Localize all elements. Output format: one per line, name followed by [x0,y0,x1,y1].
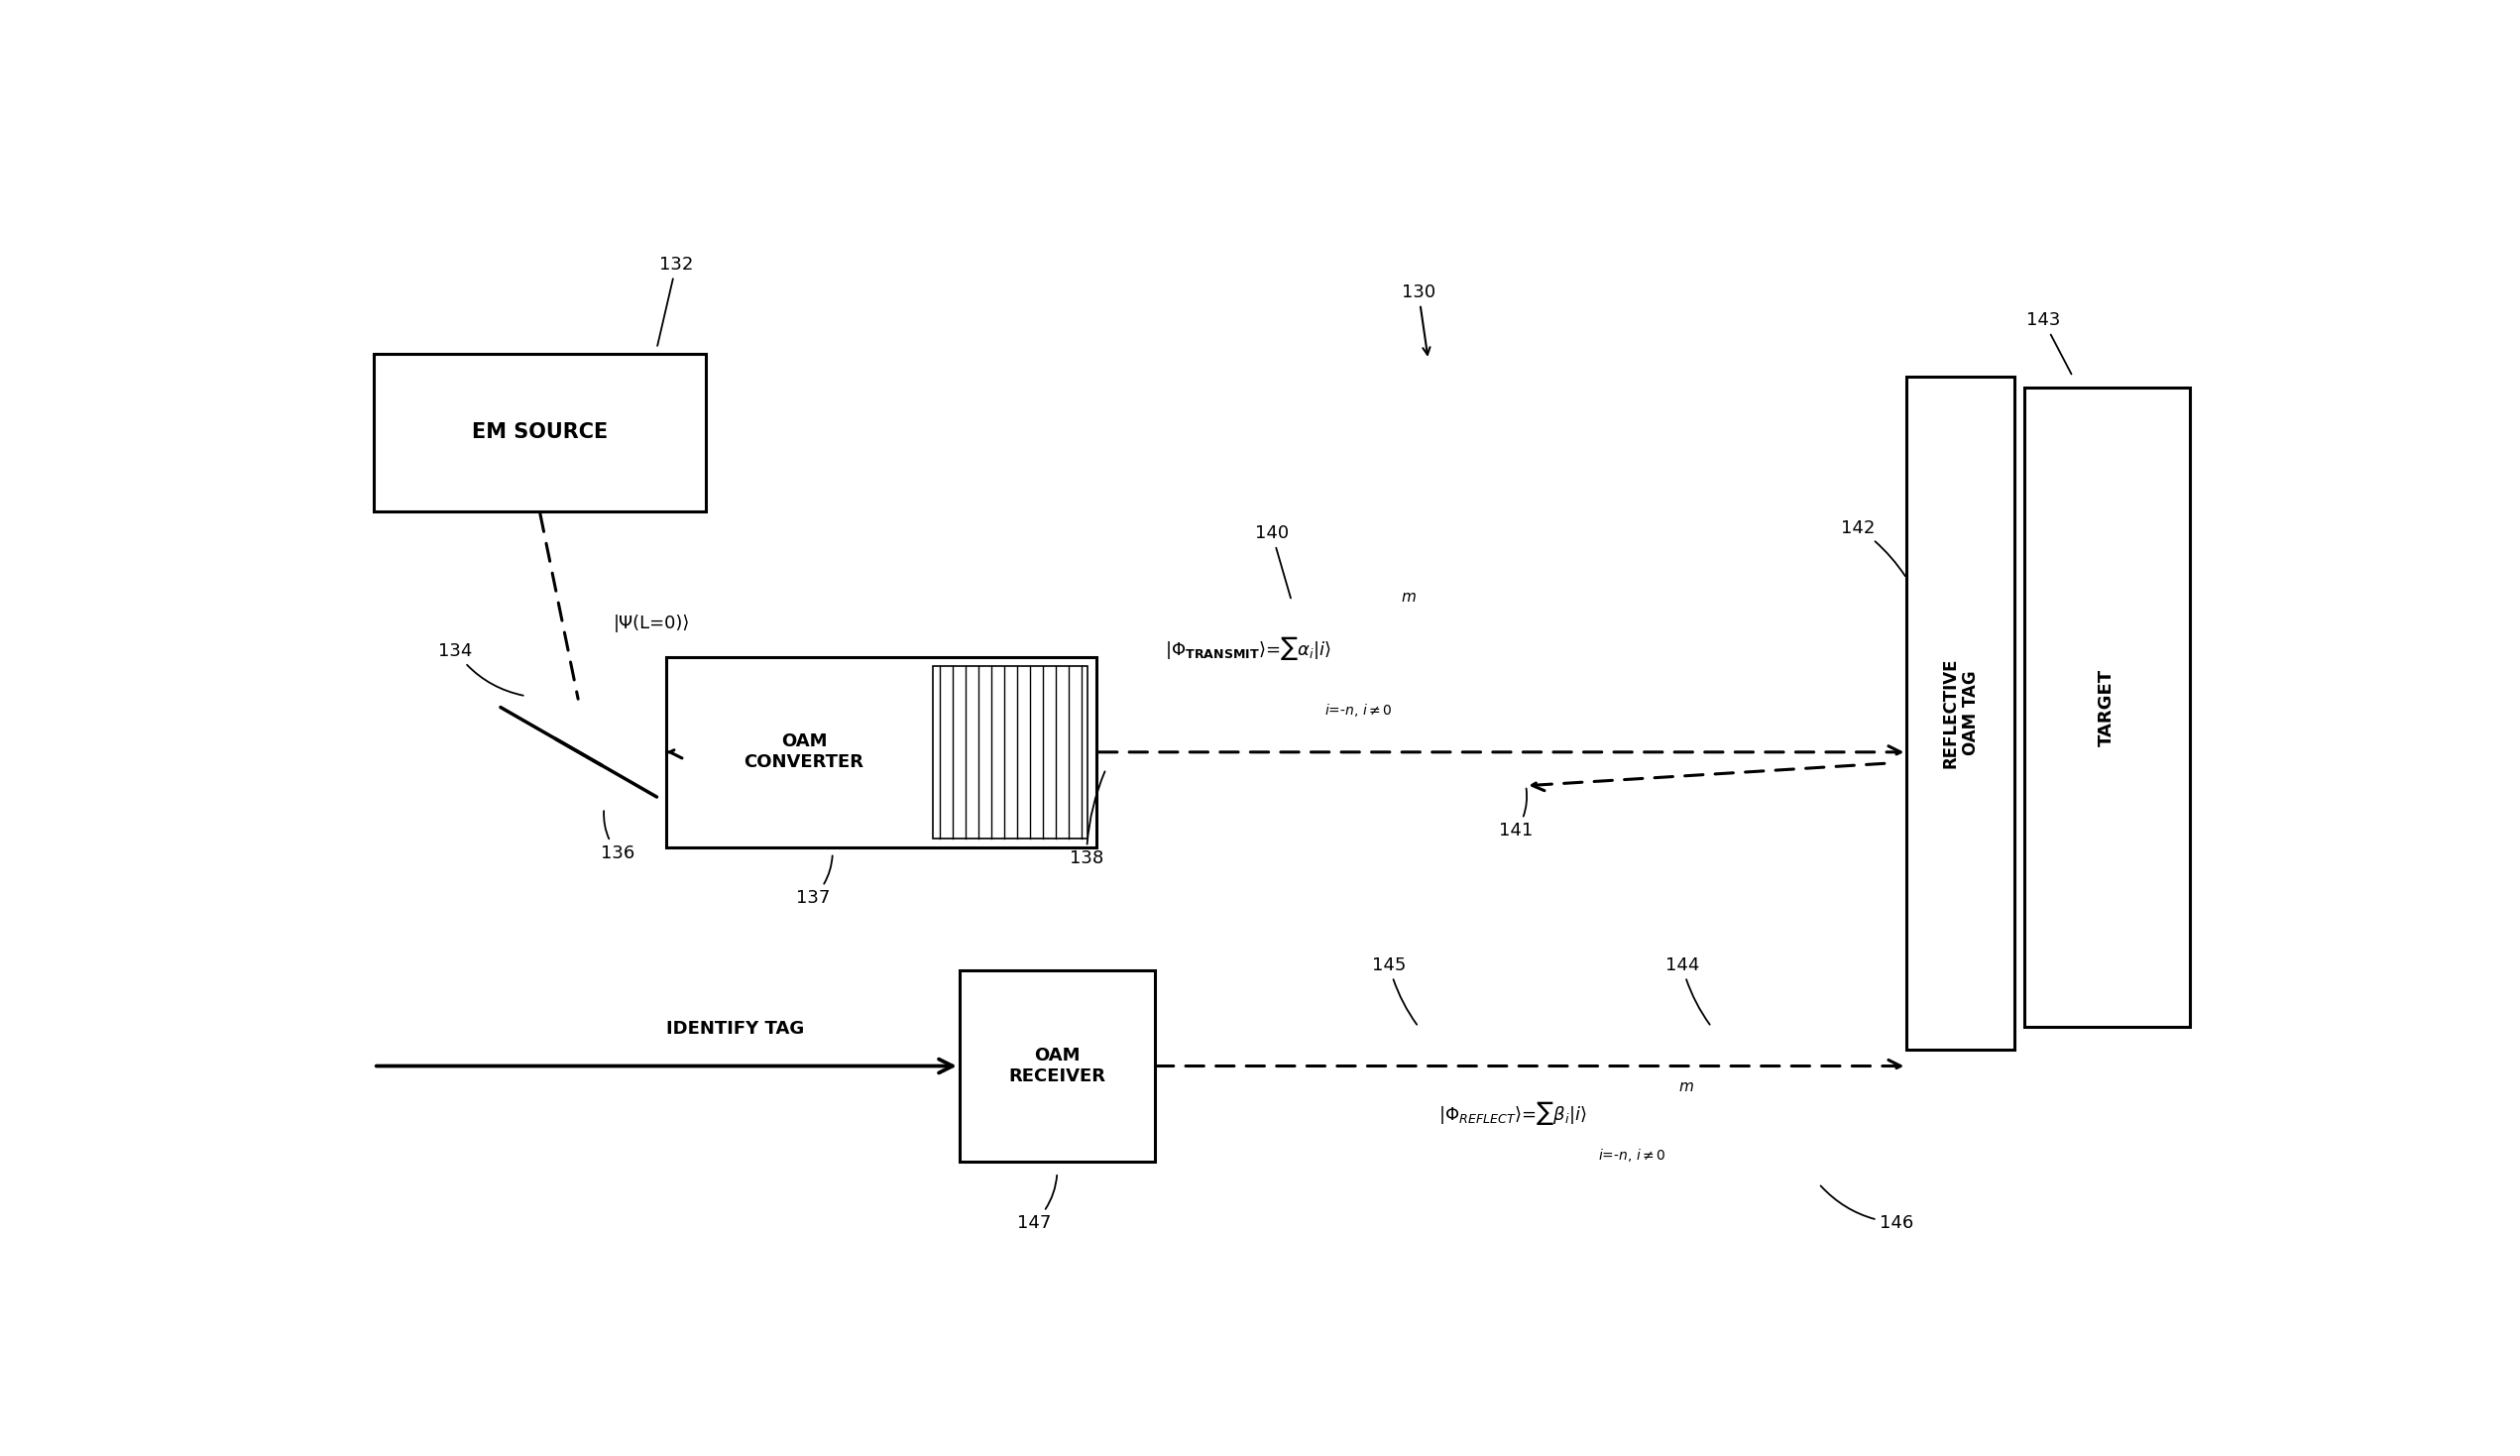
Text: OAM
RECEIVER: OAM RECEIVER [1008,1047,1106,1085]
FancyBboxPatch shape [665,657,1096,847]
Text: 147: 147 [1016,1175,1056,1232]
Text: 142: 142 [1840,518,1905,577]
Text: |Ψ(L=0)⟩: |Ψ(L=0)⟩ [615,614,690,632]
Text: EM SOURCE: EM SOURCE [471,422,607,443]
Text: 140: 140 [1255,524,1290,598]
Text: 145: 145 [1371,957,1416,1025]
Text: $i$=-$n$, $i$$\neq$0: $i$=-$n$, $i$$\neq$0 [1598,1147,1666,1163]
Text: 138: 138 [1068,772,1104,868]
Text: 146: 146 [1819,1185,1913,1232]
Text: TARGET: TARGET [2099,668,2117,745]
Text: $m$: $m$ [1678,1079,1693,1093]
Text: 137: 137 [796,856,832,907]
Text: 136: 136 [600,811,635,862]
FancyBboxPatch shape [932,665,1089,839]
Text: REFLECTIVE
OAM TAG: REFLECTIVE OAM TAG [1940,658,1981,769]
Text: 144: 144 [1666,957,1709,1025]
Text: 141: 141 [1499,789,1532,840]
FancyBboxPatch shape [960,971,1154,1162]
FancyBboxPatch shape [2024,387,2190,1026]
FancyBboxPatch shape [1908,377,2013,1050]
Text: 132: 132 [658,255,693,347]
Text: IDENTIFY TAG: IDENTIFY TAG [665,1021,804,1038]
Text: $i$=-$n$, $i$$\neq$0: $i$=-$n$, $i$$\neq$0 [1326,702,1394,718]
Text: 143: 143 [2026,312,2071,374]
Text: $m$: $m$ [1401,590,1416,604]
Text: |$\Phi_{\mathit{REFLECT}}$$\rangle$=$\sum$$\beta_i$|$i\rangle$: |$\Phi_{\mathit{REFLECT}}$$\rangle$=$\su… [1439,1099,1585,1127]
Text: OAM
CONVERTER: OAM CONVERTER [743,732,864,772]
Text: |$\Phi_{\mathbf{TRANSMIT}}$$\rangle$=$\sum$$\alpha_i$|$i\rangle$: |$\Phi_{\mathbf{TRANSMIT}}$$\rangle$=$\s… [1164,635,1331,662]
Text: 134: 134 [438,642,524,696]
Text: 130: 130 [1401,284,1436,355]
FancyBboxPatch shape [373,354,706,511]
